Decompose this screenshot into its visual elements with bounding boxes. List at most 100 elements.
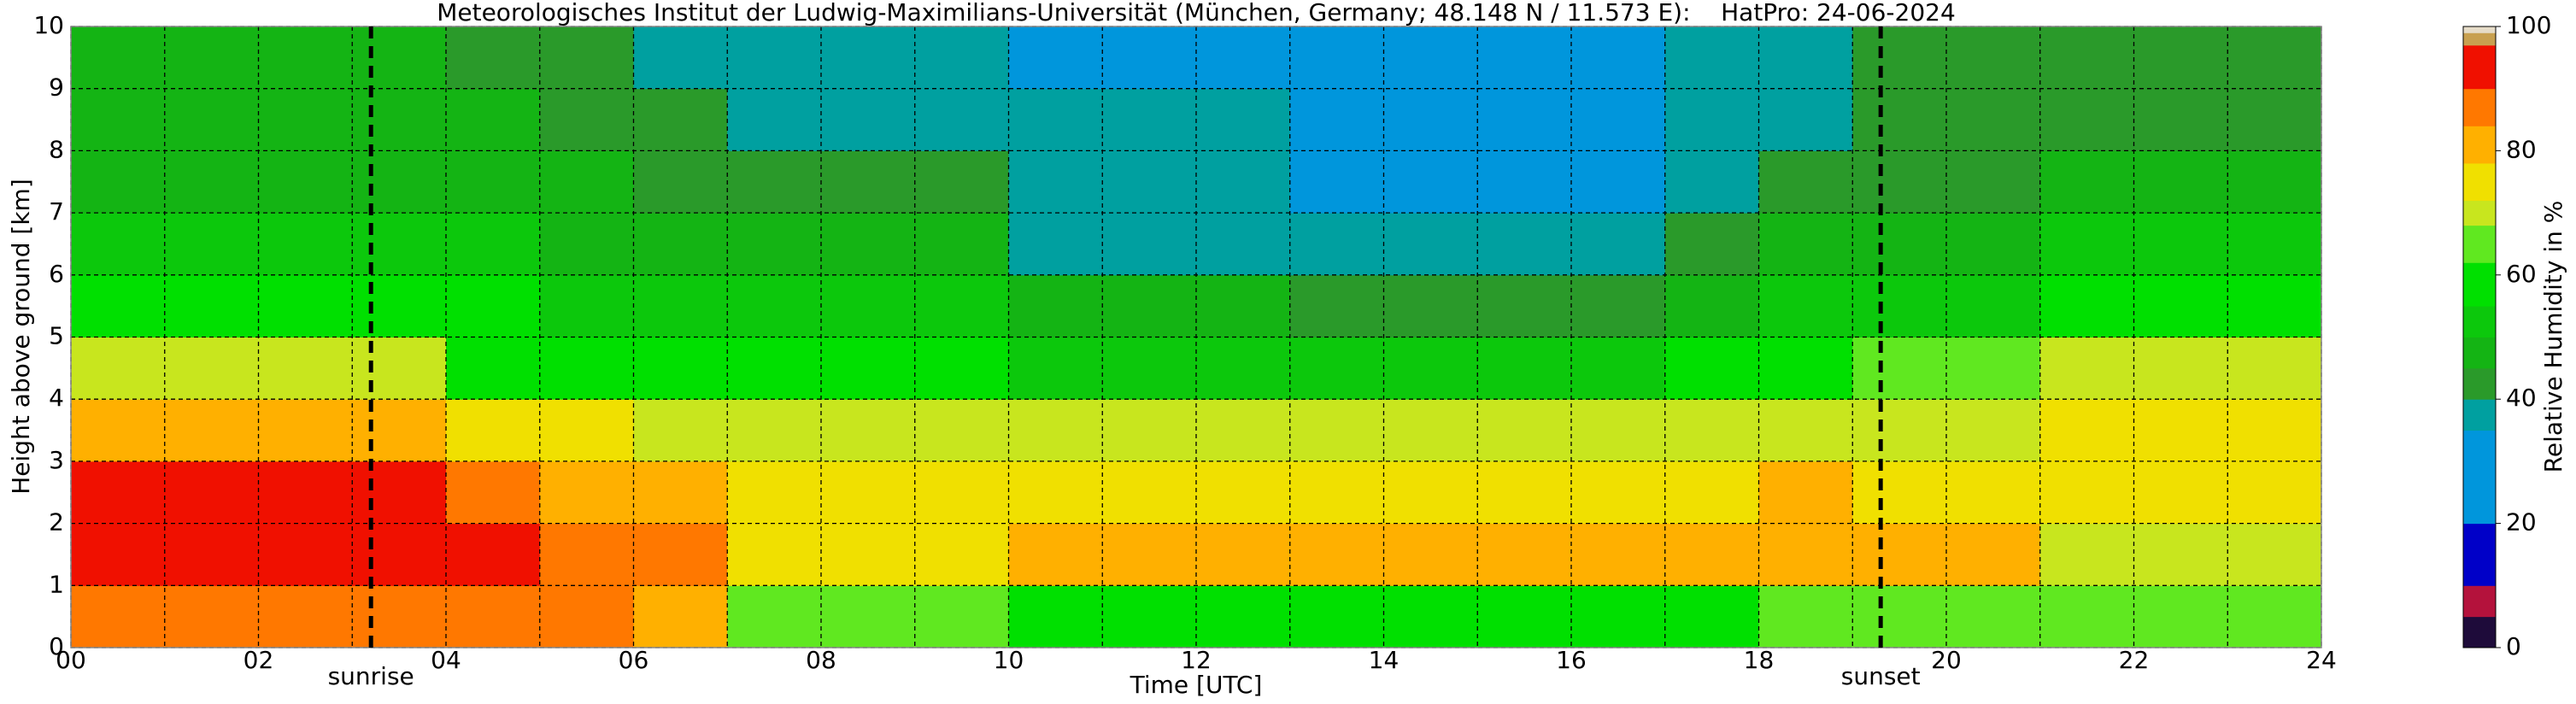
heat-cell [1477, 585, 1572, 648]
heat-cell [1946, 150, 2041, 214]
heat-cell [2039, 337, 2134, 400]
heat-cell [1477, 461, 1572, 525]
heat-cell [1289, 523, 1384, 586]
heat-cell [1758, 88, 1853, 151]
colorbar-segment [2463, 306, 2496, 337]
heat-cell [71, 337, 166, 400]
colorbar-segment [2463, 585, 2496, 618]
heat-cell [164, 585, 259, 648]
heat-cell [1664, 523, 1759, 586]
heat-cell [71, 150, 166, 214]
y-axis-label: Height above ground [km] [7, 179, 35, 495]
heat-cell [1758, 213, 1853, 276]
heat-cell [1571, 150, 1666, 214]
sun-marker-label: sunset [1841, 662, 1921, 690]
heat-cell [1852, 88, 1947, 151]
heat-cell [352, 523, 447, 586]
x-tick-label: 04 [431, 646, 461, 674]
heat-cell [1477, 88, 1572, 151]
heat-cell [727, 88, 822, 151]
heat-cell [821, 26, 916, 90]
heat-cell [2227, 523, 2322, 586]
heat-cell [727, 150, 822, 214]
heat-cell [446, 88, 541, 151]
heat-cell [352, 150, 447, 214]
heat-cell [914, 274, 1009, 337]
heat-cell [633, 88, 728, 151]
heat-cell [1571, 26, 1666, 90]
heat-cell [1946, 26, 2041, 90]
heat-cell [258, 585, 353, 648]
heat-cell [164, 26, 259, 90]
colorbar-segment [2463, 88, 2496, 126]
x-tick-label: 02 [244, 646, 274, 674]
heat-cell [2133, 523, 2228, 586]
heat-cell [1289, 274, 1384, 337]
x-tick-label: 20 [1931, 646, 1962, 674]
heat-cell [1758, 26, 1853, 90]
heat-cell [258, 274, 353, 337]
heat-cell [1946, 523, 2041, 586]
heat-cell [2227, 274, 2322, 337]
x-tick-label: 22 [2119, 646, 2150, 674]
heat-cell [71, 26, 166, 90]
heat-cell [2227, 88, 2322, 151]
heat-cell [914, 150, 1009, 214]
heat-cell [727, 274, 822, 337]
heat-cell [633, 461, 728, 525]
heat-cell [914, 88, 1009, 151]
heat-cell [1008, 274, 1103, 337]
heat-cell [2227, 461, 2322, 525]
heat-cell [71, 399, 166, 462]
heat-cell [1289, 213, 1384, 276]
heat-cell [1946, 461, 2041, 525]
heat-cell [2227, 26, 2322, 90]
heat-cell [1571, 213, 1666, 276]
heat-cell [539, 337, 634, 400]
plot-frame [70, 26, 2322, 648]
heat-cell [1383, 399, 1478, 462]
heat-cell [1946, 88, 2041, 151]
colorbar-segment [2463, 44, 2496, 90]
heat-cell [446, 274, 541, 337]
y-tick-label: 1 [49, 570, 64, 598]
heat-cell [2039, 150, 2134, 214]
heat-cell [727, 399, 822, 462]
y-tick-label: 3 [49, 446, 64, 474]
heat-cell [1852, 461, 1947, 525]
heat-cell [1852, 523, 1947, 586]
heat-cell [1008, 213, 1103, 276]
heat-cell [1946, 337, 2041, 400]
heat-cell [1664, 461, 1759, 525]
heat-cell [352, 585, 447, 648]
sun-marker-label: sunrise [328, 662, 414, 690]
heat-cell [1289, 461, 1384, 525]
heat-cell [1477, 523, 1572, 586]
heat-cell [2227, 585, 2322, 648]
heat-cell [821, 523, 916, 586]
heat-cell [2133, 461, 2228, 525]
heat-cell [633, 150, 728, 214]
heat-cell [352, 26, 447, 90]
colorbar-frame [2462, 26, 2497, 648]
heat-cell [1196, 26, 1291, 90]
colorbar-tick-label: 100 [2506, 11, 2551, 39]
heat-cell [1383, 213, 1478, 276]
heat-cell [1664, 337, 1759, 400]
heat-cell [1664, 26, 1759, 90]
x-tick-label: 06 [619, 646, 649, 674]
heat-cell [164, 88, 259, 151]
heat-cell [71, 274, 166, 337]
heat-cell [164, 399, 259, 462]
colorbar-label: Relative Humidity in % [2539, 201, 2567, 473]
heat-cell [2039, 213, 2134, 276]
heat-cell [1196, 585, 1291, 648]
heat-cell [2133, 337, 2228, 400]
heat-cell [2039, 26, 2134, 90]
heat-cell [1289, 399, 1384, 462]
heat-cell [821, 461, 916, 525]
x-tick-label: 18 [1744, 646, 1775, 674]
heat-cell [1946, 274, 2041, 337]
x-tick-label: 16 [1556, 646, 1587, 674]
